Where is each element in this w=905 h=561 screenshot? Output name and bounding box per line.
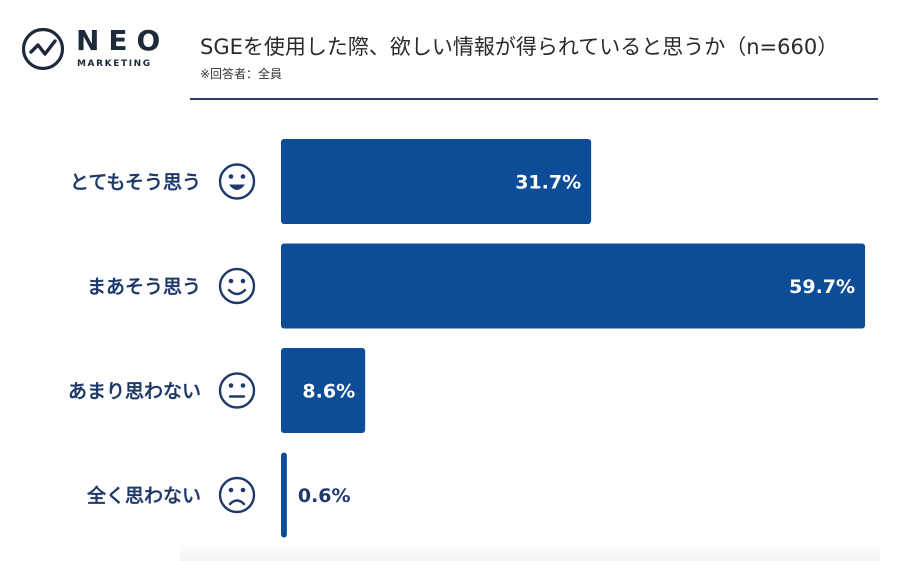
value-label: 8.6% xyxy=(302,381,355,403)
header-divider xyxy=(190,98,878,100)
bar xyxy=(281,243,866,329)
bottom-shade xyxy=(180,541,880,561)
category-label: あまり思わない xyxy=(68,381,201,403)
bar-chart: とてもそう思う 31.7% まあそう思う 59.7% あまり思わない 8.6% 全く思わない… xyxy=(68,139,866,538)
value-label: 0.6% xyxy=(298,485,351,507)
logo-name: NEO xyxy=(76,24,170,57)
frown-face-icon xyxy=(218,476,256,514)
category-label: 全く思わない xyxy=(86,484,201,507)
neutral-face-icon xyxy=(218,372,256,409)
bar xyxy=(281,139,592,224)
category-label: とてもそう思う xyxy=(70,172,201,194)
value-label: 31.7% xyxy=(515,172,581,194)
brand-logo: NEO MARKETING xyxy=(20,24,170,74)
bar xyxy=(281,348,366,433)
logo-subtitle: MARKETING xyxy=(77,59,152,69)
chart-title: SGEを使用した際、欲しい情報が得られていると思うか（n=660） xyxy=(200,35,839,59)
category-label: まあそう思う xyxy=(87,276,201,298)
logo-mark-icon xyxy=(21,27,65,71)
big-smile-icon xyxy=(218,163,256,200)
smile-icon xyxy=(218,267,256,305)
bar xyxy=(281,452,287,538)
chart-subtitle: ※回答者：全員 xyxy=(200,67,283,81)
value-label: 59.7% xyxy=(789,276,855,298)
